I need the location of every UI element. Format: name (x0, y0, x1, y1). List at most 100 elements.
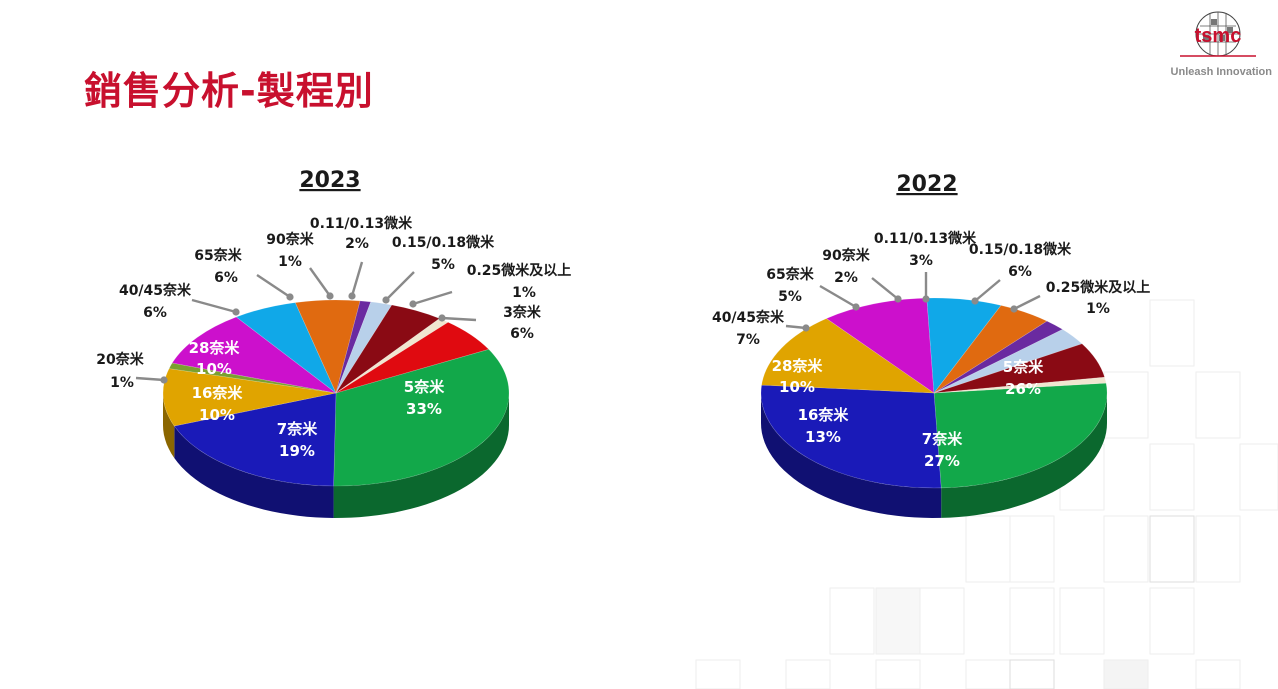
slice-label-16: 16奈米 (798, 406, 850, 424)
slice-label-20: 20奈米 (96, 351, 144, 368)
slice-label-5: 5奈米 (1003, 358, 1044, 376)
side-7 (174, 426, 334, 518)
side-5 (333, 393, 509, 518)
slice-label-0-11-0-13: 0.11/0.13微米 (310, 215, 413, 232)
leader-line-0-25 (412, 290, 453, 306)
pie-top (162, 299, 510, 487)
slice-value-28: 10% (196, 360, 232, 378)
slice-28 (171, 316, 337, 394)
pie-chart-2023: 2023 5奈米 33% 7奈米 19% 16奈米 10% 20奈米 1% 28奈米 10% 40/4… (96, 168, 571, 518)
slice-value-0-11-0-13: 2% (345, 236, 369, 252)
slice-label-7: 7奈米 (922, 430, 963, 448)
leader-line-0-15-0-18 (974, 279, 1001, 302)
slice-value-0-25: 1% (1086, 301, 1110, 317)
leader-line-0-15-0-18 (385, 271, 415, 301)
slice-label-65: 65奈米 (194, 247, 242, 264)
slice-value-90: 1% (278, 254, 302, 270)
pie-side-walls (163, 393, 509, 518)
slice-16 (162, 368, 337, 427)
slice-value-5: 33% (406, 400, 442, 418)
slice-value-0-11-0-13: 3% (909, 253, 933, 269)
leader-dot-65 (286, 293, 294, 301)
pie-labels: 5奈米 26% 7奈米 27% 16奈米 13% 28奈米 10% 40/45奈米 7% 65奈米 5… (712, 230, 1150, 470)
tsmc-logo: tsmc (1180, 11, 1256, 57)
slice-value-7: 19% (279, 442, 315, 460)
slice-label-65: 65奈米 (766, 266, 814, 283)
leader-dot-65 (852, 303, 860, 311)
leader-line-65 (819, 284, 857, 309)
slice-label-90: 90奈米 (266, 231, 314, 248)
slice-value-3: 6% (510, 326, 534, 342)
slice-value-16: 10% (199, 406, 235, 424)
leader-dot-0-11-0-13 (922, 295, 930, 303)
chart-title: 2022 (896, 172, 957, 197)
leader-line-40-45 (191, 298, 237, 314)
slice-value-0-25: 1% (512, 285, 536, 301)
slice-label-0-25: 0.25微米及以上 (1046, 279, 1151, 296)
slice-value-40-45: 6% (143, 305, 167, 321)
slice-label-7: 7奈米 (277, 420, 318, 438)
slice-label-5: 5奈米 (404, 378, 445, 396)
slice-label-0-25: 0.25微米及以上 (467, 262, 572, 279)
pie-chart-2022: 2022 5奈米 26% 7奈米 27% 16奈米 13% 28奈米 10% 40/45奈米 7% 6… (712, 172, 1150, 518)
leader-dot-90 (326, 292, 334, 300)
slice-label-28: 28奈米 (772, 357, 824, 375)
slice-value-0-15-0-18: 6% (1008, 264, 1032, 280)
pie-top (760, 297, 1108, 489)
leader-dot-90 (894, 295, 902, 303)
slice-label-0-15-0-18: 0.15/0.18微米 (392, 234, 495, 251)
slice-7 (173, 392, 337, 487)
leader-dot-40-45 (232, 308, 240, 316)
slice-value-65: 6% (214, 270, 238, 286)
slice-65 (933, 305, 1048, 394)
slice-value-0-15-0-18: 5% (431, 257, 455, 273)
leader-dot-0-15-0-18 (382, 296, 390, 304)
slice-0-11-0-13 (933, 329, 1083, 394)
slice-value-7: 27% (924, 452, 960, 470)
leader-line-90 (871, 277, 899, 300)
slice-65 (294, 299, 361, 394)
leader-dot-3 (438, 314, 446, 322)
leader-dot-0-25 (409, 300, 417, 308)
leader-line-0-11-0-13 (350, 261, 364, 297)
leader-line-20 (135, 376, 165, 382)
slice-value-28: 10% (779, 378, 815, 396)
side-5 (941, 393, 1107, 518)
slice-label-3: 3奈米 (503, 304, 542, 321)
slice-label-90: 90奈米 (822, 247, 870, 264)
slice-40-45 (235, 302, 337, 394)
slice-value-90: 2% (834, 270, 858, 286)
slice-label-40-45: 40/45奈米 (119, 282, 192, 299)
leader-dot-0-25 (1010, 305, 1018, 313)
leader-line-0-25 (1013, 294, 1041, 311)
leader-line-3 (441, 316, 477, 322)
slice-label-0-15-0-18: 0.15/0.18微米 (969, 241, 1072, 258)
slice-0-25 (933, 376, 1107, 394)
slice-0-11-0-13 (335, 301, 393, 394)
slice-5 (933, 382, 1108, 489)
leader-dot-0-11-0-13 (348, 292, 356, 300)
side-7 (761, 393, 942, 518)
slice-16 (761, 318, 936, 394)
slice-5 (333, 348, 510, 487)
slice-label-0-11-0-13: 0.11/0.13微米 (874, 230, 977, 247)
slice-value-20: 1% (110, 375, 134, 391)
slice-90 (335, 300, 372, 394)
page-title: 銷售分析-製程別 (84, 69, 374, 113)
slice-20 (168, 362, 337, 394)
slice-value-40-45: 7% (736, 332, 760, 348)
brand-tagline: Unleash Innovation (1170, 66, 1272, 78)
leader-dot-40-45 (802, 324, 810, 332)
svg-text:tsmc: tsmc (1195, 25, 1242, 47)
pie-side-walls (761, 393, 1107, 518)
leader-dot-0-15-0-18 (971, 297, 979, 305)
leader-line-65 (256, 274, 291, 298)
slice-3 (335, 321, 490, 394)
side-16 (163, 393, 175, 458)
slice-label-16: 16奈米 (192, 384, 244, 402)
pie-labels: 5奈米 33% 7奈米 19% 16奈米 10% 20奈米 1% 28奈米 10% 40/45奈米 6… (96, 215, 571, 460)
leader-line-90 (309, 267, 331, 297)
slice-label-28: 28奈米 (189, 339, 241, 357)
